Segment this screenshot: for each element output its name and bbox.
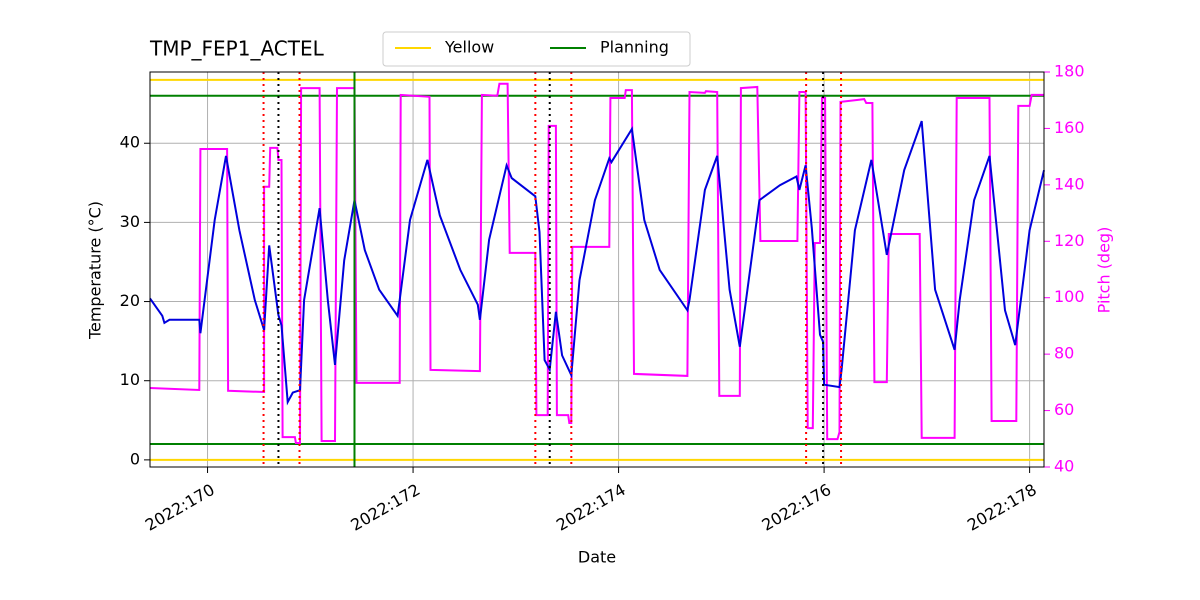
y2-tick-label: 120 <box>1054 231 1085 250</box>
data-line <box>149 82 1044 444</box>
x-tick-label: 2022:176 <box>758 480 834 535</box>
x-tick-label: 2022:178 <box>964 480 1040 535</box>
y2-tick-label: 60 <box>1054 400 1074 419</box>
y-axis-label: Temperature (°C) <box>86 201 105 340</box>
y-tick-label: 30 <box>120 212 140 231</box>
y2-tick-label: 180 <box>1054 62 1085 81</box>
y-tick-label: 40 <box>120 133 140 152</box>
x-axis-label: Date <box>578 548 616 567</box>
y2-axis-label: Pitch (deg) <box>1095 227 1114 314</box>
chart-title: TMP_FEP1_ACTEL <box>149 37 325 61</box>
y2-tick-label: 160 <box>1054 118 1085 137</box>
x-tick-label: 2022:170 <box>142 480 218 535</box>
legend-label: Yellow <box>444 38 494 57</box>
x-tick-label: 2022:172 <box>347 480 423 535</box>
legend-box <box>382 31 691 67</box>
data-line <box>149 120 1045 406</box>
plot-frame <box>149 71 1045 468</box>
y-tick-label: 20 <box>120 291 140 310</box>
y2-tick-label: 100 <box>1054 287 1085 306</box>
x-tick-label: 2022:174 <box>553 480 629 535</box>
y2-tick-label: 40 <box>1054 457 1074 476</box>
y2-tick-label: 80 <box>1054 344 1074 363</box>
legend-label: Planning <box>600 38 669 57</box>
y-tick-label: 0 <box>130 449 140 468</box>
y-tick-label: 10 <box>120 370 140 389</box>
y2-tick-label: 140 <box>1054 174 1085 193</box>
